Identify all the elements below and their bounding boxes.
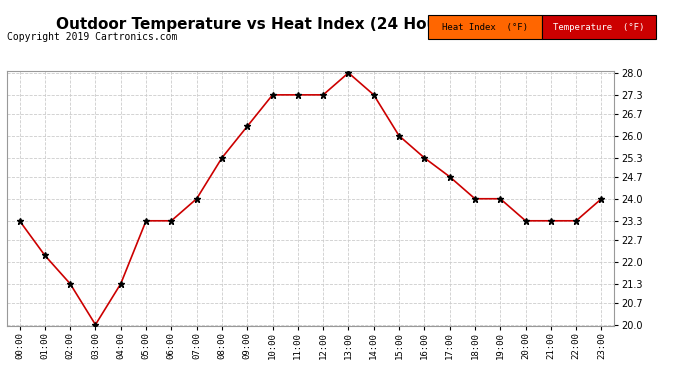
Text: Outdoor Temperature vs Heat Index (24 Hours) 20191114: Outdoor Temperature vs Heat Index (24 Ho…: [57, 17, 551, 32]
Text: Temperature  (°F): Temperature (°F): [553, 22, 644, 32]
Text: Heat Index  (°F): Heat Index (°F): [442, 22, 528, 32]
Text: Copyright 2019 Cartronics.com: Copyright 2019 Cartronics.com: [7, 32, 177, 42]
